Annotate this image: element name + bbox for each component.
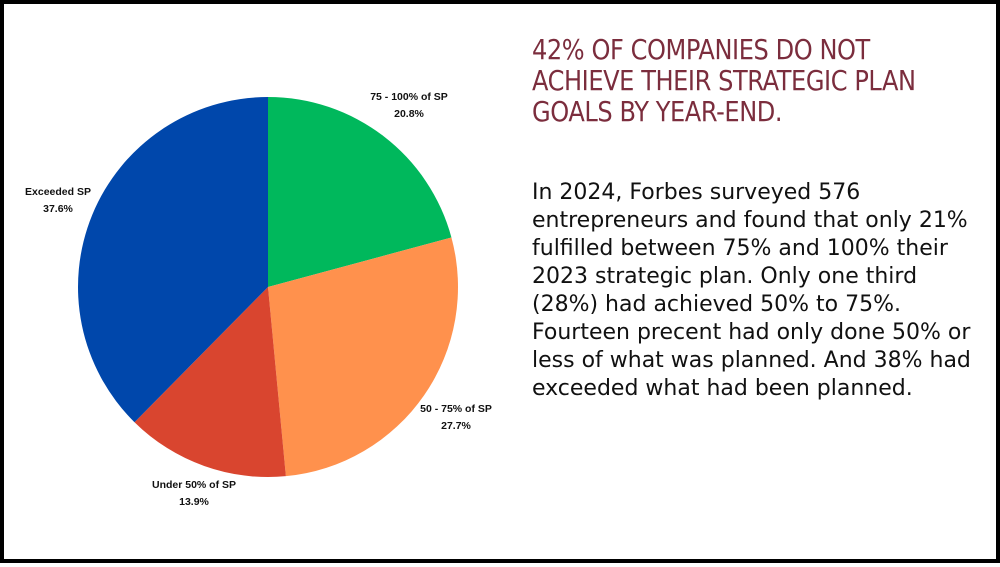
pie-slice-2 <box>134 287 286 478</box>
pie-slice-1 <box>268 237 458 477</box>
pie-chart: 75 - 100% of SP 20.8% 50 - 75% of SP 27.7% U… <box>25 91 492 508</box>
slice-value-1: 27.7% <box>441 420 471 432</box>
slice-label-2: Under 50% of SP <box>152 479 236 491</box>
headline: 42% OF COMPANIES DO NOT ACHIEVE THEIR ST… <box>532 33 916 128</box>
body-paragraph: In 2024, Forbes surveyed 576 entrepreneu… <box>532 180 971 401</box>
pie-slice-3 <box>78 97 268 423</box>
slice-label-1: 50 - 75% of SP <box>420 403 492 415</box>
slice-value-2: 13.9% <box>179 496 209 508</box>
slice-value-0: 20.8% <box>394 108 424 120</box>
slice-label-3: Exceeded SP <box>25 186 91 198</box>
pie-slice-0 <box>268 97 452 287</box>
slice-label-0: 75 - 100% of SP <box>370 91 448 103</box>
slice-value-3: 37.6% <box>43 203 73 215</box>
